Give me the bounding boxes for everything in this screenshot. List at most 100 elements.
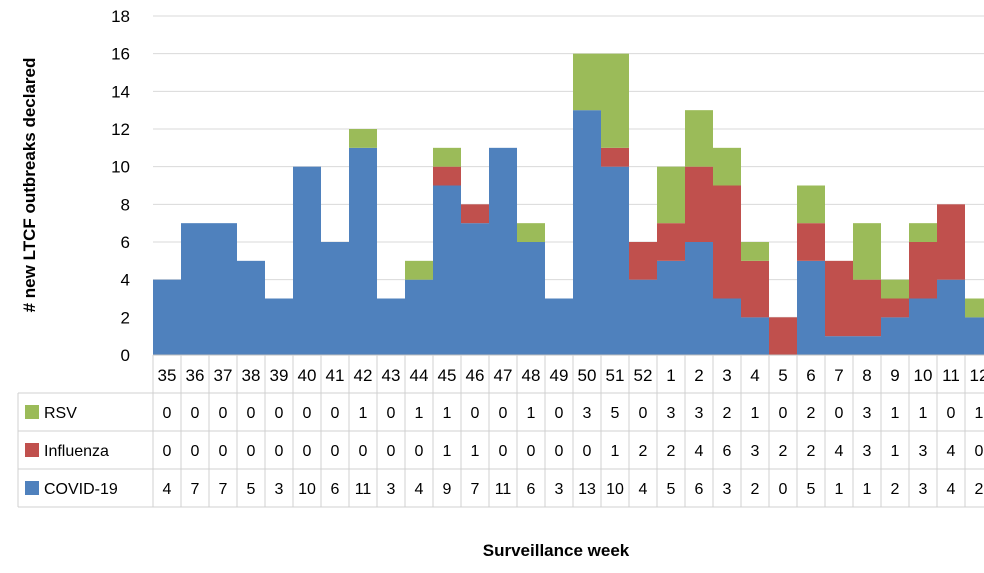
data-label: 0 [835, 405, 844, 422]
data-label: 0 [219, 443, 228, 460]
bar-influenza [601, 147, 629, 167]
data-label: 1 [891, 405, 900, 422]
data-label: 5 [611, 405, 620, 422]
data-label: 5 [807, 481, 816, 498]
bar-covid-19 [377, 298, 405, 355]
x-tick-label: 43 [382, 366, 401, 385]
bar-influenza [909, 242, 937, 299]
bar-rsv [573, 53, 601, 111]
bar-rsv [797, 185, 825, 224]
legend-swatch-covid-19 [25, 481, 39, 495]
data-label: 4 [947, 481, 956, 498]
x-tick-label: 9 [890, 366, 899, 385]
bar-covid-19 [797, 260, 825, 355]
y-tick-label: 6 [121, 233, 130, 252]
data-label: 0 [247, 405, 256, 422]
bar-covid-19 [657, 260, 685, 355]
data-label: 0 [499, 405, 508, 422]
data-label: 0 [499, 443, 508, 460]
data-label: 1 [835, 481, 844, 498]
y-tick-label: 12 [111, 120, 130, 139]
data-label: 1 [443, 443, 452, 460]
x-tick-label: 49 [550, 366, 569, 385]
data-label: 0 [415, 443, 424, 460]
data-label: 6 [695, 481, 704, 498]
bar-covid-19 [517, 242, 545, 355]
data-label: 0 [387, 443, 396, 460]
data-label: 7 [219, 481, 228, 498]
data-label: 3 [275, 481, 284, 498]
x-tick-label: 39 [270, 366, 289, 385]
data-label: 7 [471, 481, 480, 498]
data-label: 3 [583, 405, 592, 422]
data-label: 1 [891, 443, 900, 460]
data-label: 0 [191, 443, 200, 460]
bar-influenza [629, 242, 657, 280]
x-tick-label: 45 [438, 366, 457, 385]
data-label: 3 [695, 405, 704, 422]
bar-covid-19 [265, 298, 293, 355]
legend-label: RSV [44, 405, 77, 422]
data-label: 3 [919, 443, 928, 460]
bar-covid-19 [629, 279, 657, 355]
data-label: 2 [667, 443, 676, 460]
x-tick-label: 36 [186, 366, 205, 385]
data-label: 0 [555, 443, 564, 460]
data-label: 1 [527, 405, 536, 422]
data-label: 1 [751, 405, 760, 422]
data-label: 1 [863, 481, 872, 498]
data-label: 0 [191, 405, 200, 422]
data-label: 1 [975, 405, 984, 422]
x-tick-label: 10 [914, 366, 933, 385]
data-label: 1 [359, 405, 368, 422]
data-label: 3 [863, 443, 872, 460]
data-label: 3 [863, 405, 872, 422]
data-label: 11 [495, 481, 512, 498]
data-label: 3 [919, 481, 928, 498]
bar-influenza [461, 204, 489, 224]
data-label: 0 [247, 443, 256, 460]
bar-rsv [517, 223, 545, 242]
y-tick-label: 0 [121, 346, 130, 365]
data-label: 2 [975, 481, 984, 498]
y-tick-label: 4 [121, 271, 130, 290]
y-tick-label: 2 [121, 308, 130, 327]
bar-covid-19 [573, 110, 601, 356]
data-label: 0 [639, 405, 648, 422]
data-label: 0 [303, 443, 312, 460]
data-label: 7 [191, 481, 200, 498]
data-label: 0 [947, 405, 956, 422]
x-tick-label: 41 [326, 366, 345, 385]
data-label: 5 [667, 481, 676, 498]
data-label: 13 [578, 481, 596, 498]
bar-covid-19 [181, 223, 209, 355]
data-label: 2 [891, 481, 900, 498]
x-tick-label: 2 [694, 366, 703, 385]
data-label: 0 [163, 443, 172, 460]
data-label: 2 [807, 405, 816, 422]
bar-rsv [909, 223, 937, 242]
bar-influenza [713, 185, 741, 299]
x-tick-label: 8 [862, 366, 871, 385]
data-label: 3 [555, 481, 564, 498]
data-label: 0 [163, 405, 172, 422]
bar-covid-19 [713, 298, 741, 355]
bar-rsv [433, 147, 461, 167]
data-table: 35 36 37 38 39 40 41 42 43 44 45 46 47 48 49 50 51 52 1 2 3 4… [17, 355, 984, 508]
data-label: 4 [163, 481, 172, 498]
data-label: 1 [471, 443, 480, 460]
bar-influenza [797, 223, 825, 261]
bar-covid-19 [741, 317, 769, 355]
x-tick-label: 46 [466, 366, 485, 385]
bar-influenza [741, 260, 769, 318]
data-label: 0 [387, 405, 396, 422]
data-label: 10 [298, 481, 316, 498]
data-label: 5 [247, 481, 256, 498]
bar-influenza [881, 298, 909, 318]
y-axis-ticks: 0 2 4 6 8 10 12 14 16 18 [111, 7, 130, 365]
data-label: 0 [779, 405, 788, 422]
legend-swatch-rsv [25, 405, 39, 419]
x-tick-label: 4 [750, 366, 759, 385]
bar-influenza [937, 204, 965, 280]
bar-covid-19 [965, 317, 984, 355]
